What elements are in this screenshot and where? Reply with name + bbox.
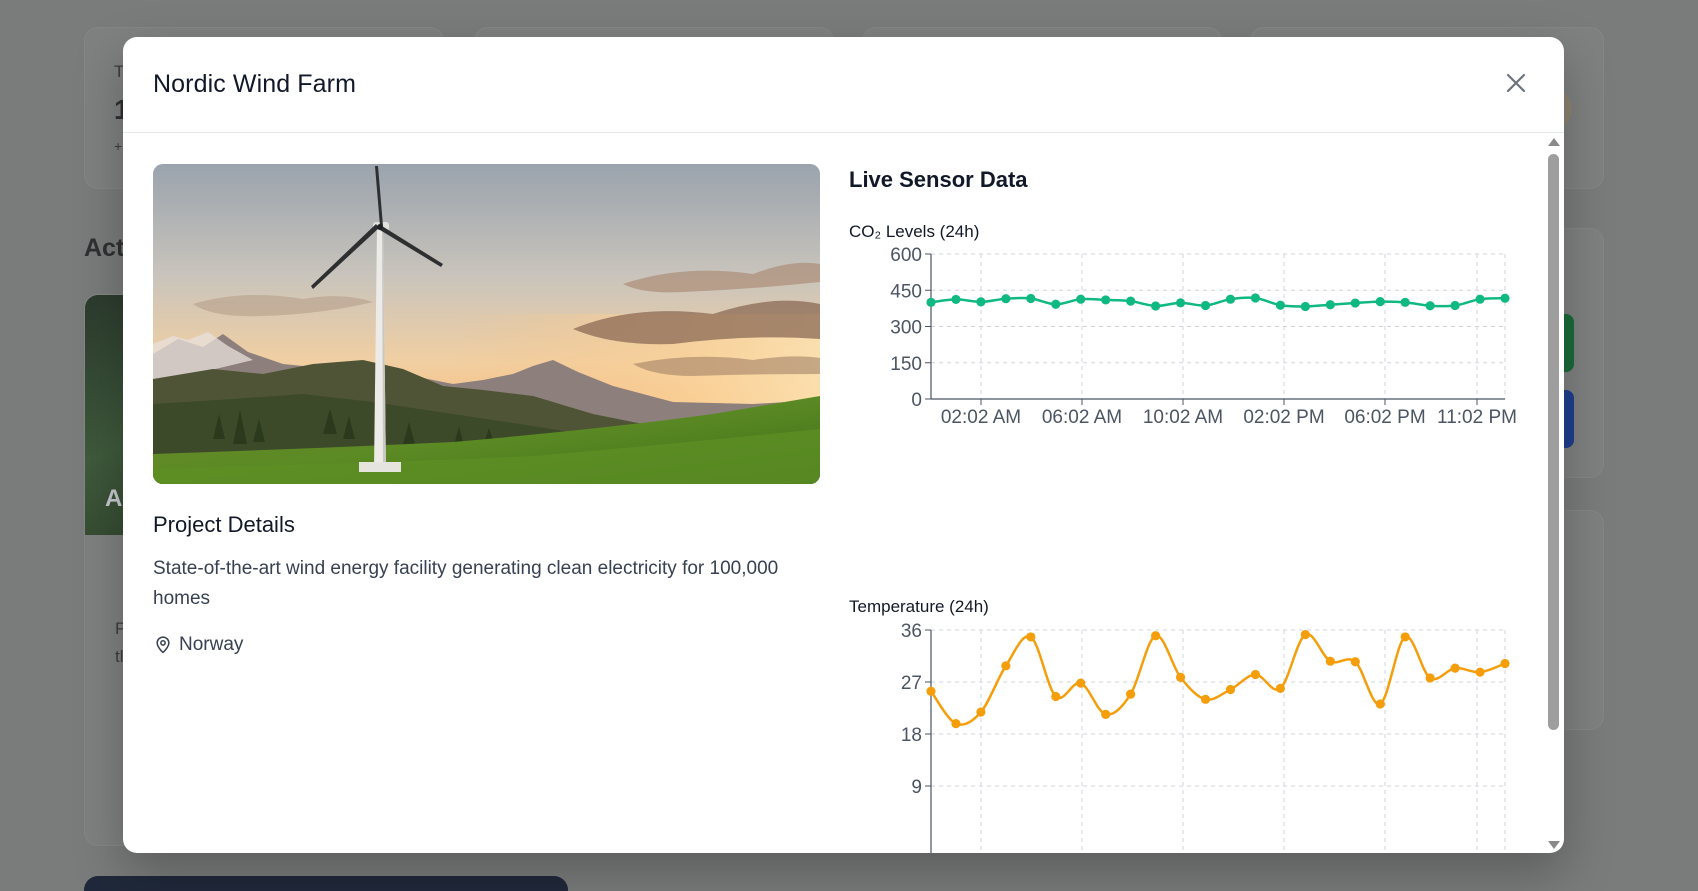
co2-data-point [1076, 294, 1086, 304]
co2-y-tick-label: 450 [890, 281, 922, 302]
scroll-down-arrow-icon[interactable] [1548, 841, 1560, 849]
temperature-chart-title: Temperature (24h) [849, 597, 989, 616]
temp-data-point [1151, 631, 1161, 641]
co2-y-tick-label: 600 [890, 245, 922, 266]
project-location: Norway [153, 634, 243, 656]
temp-y-tick-label: 9 [911, 777, 922, 798]
co2-x-tick-label: 11:02 PM [1437, 407, 1517, 428]
co2-data-point [1051, 299, 1061, 309]
co2-x-tick-label: 10:02 AM [1143, 407, 1223, 428]
project-details-title: Project Details [153, 512, 295, 537]
co2-data-point [1350, 298, 1360, 308]
co2-data-point [1200, 300, 1211, 311]
co2-data-point [1175, 298, 1186, 308]
co2-data-point [1300, 301, 1310, 312]
temp-data-point [1250, 669, 1261, 680]
temperature-chart: 9 18 27 36 [901, 621, 1510, 853]
close-icon [1506, 73, 1526, 93]
wind-turbine-landscape-image [153, 164, 820, 484]
co2-data-point [1375, 297, 1385, 307]
co2-data-point [1500, 293, 1510, 303]
temp-data-point [1500, 658, 1510, 669]
temp-data-point [1076, 678, 1086, 688]
temp-data-point [1126, 689, 1136, 699]
co2-data-point [1151, 301, 1161, 311]
co2-chart-title: CO₂ Levels (24h) [849, 222, 980, 241]
stat-card-label: T [114, 62, 125, 81]
co2-data-point [1400, 297, 1410, 307]
project-card-bottom [84, 876, 568, 891]
modal-title: Nordic Wind Farm [153, 70, 357, 98]
temp-data-point [1300, 630, 1310, 640]
co2-x-tick-label: 02:02 PM [1243, 407, 1324, 428]
temp-y-tick-label: 36 [901, 621, 922, 642]
temp-data-point [1275, 683, 1285, 693]
temp-data-point [1475, 667, 1485, 677]
co2-y-tick-label: 0 [911, 390, 922, 411]
co2-data-point [1001, 294, 1011, 304]
temp-data-point [1225, 684, 1236, 695]
co2-data-point [976, 297, 986, 307]
temp-data-point [1051, 691, 1061, 702]
temp-data-point [951, 719, 961, 729]
modal-header: Nordic Wind Farm [123, 37, 1564, 133]
co2-data-point [1026, 293, 1036, 304]
project-description: State-of-the-art wind energy facility ge… [153, 558, 779, 609]
co2-data-point [1250, 293, 1261, 303]
project-modal: Nordic Wind Farm [123, 37, 1564, 853]
temp-data-point [1350, 657, 1360, 667]
temp-data-point [976, 707, 986, 717]
co2-x-tick-label: 02:02 AM [941, 407, 1021, 428]
temp-data-point [1175, 672, 1186, 682]
co2-data-point [1101, 295, 1111, 305]
project-location-text: Norway [179, 634, 244, 655]
sensor-data-title: Live Sensor Data [849, 167, 1028, 192]
scroll-thumb[interactable] [1548, 154, 1559, 730]
temp-data-point [926, 686, 936, 696]
co2-x-tick-label: 06:02 PM [1344, 407, 1425, 428]
co2-series-line [930, 296, 1506, 308]
co2-data-point [1225, 294, 1236, 304]
map-pin-icon [156, 636, 170, 654]
project-card-text: tl [115, 647, 124, 666]
temp-data-point [1375, 699, 1385, 709]
temp-data-point [1425, 673, 1435, 683]
temp-series-line [929, 633, 1506, 726]
co2-data-point [1325, 300, 1335, 310]
temp-data-point [1101, 709, 1111, 719]
temp-data-point [1400, 632, 1410, 642]
close-button[interactable] [1502, 69, 1530, 97]
temp-data-point [1200, 694, 1211, 704]
co2-data-point [926, 297, 936, 307]
co2-data-point [951, 294, 961, 305]
co2-data-point [1475, 294, 1485, 304]
co2-data-point [1425, 301, 1435, 311]
co2-y-tick-label: 150 [890, 354, 922, 375]
co2-y-tick-label: 300 [890, 318, 922, 339]
modal-scrollbar[interactable] [1542, 134, 1564, 853]
project-image [153, 164, 820, 484]
temp-y-tick-label: 27 [901, 673, 922, 694]
temp-data-point [1026, 632, 1036, 642]
project-card-text: P [115, 619, 127, 638]
project-card-image-letter: A [105, 485, 123, 512]
co2-data-point [1275, 300, 1285, 310]
co2-x-tick-label: 06:02 AM [1042, 407, 1122, 428]
temp-data-point [1450, 663, 1460, 673]
stat-card-change: + [114, 138, 123, 154]
scroll-up-arrow-icon[interactable] [1548, 138, 1560, 146]
temp-y-tick-label: 18 [901, 725, 922, 746]
temp-data-point [1001, 661, 1011, 671]
modal-body: Project Details State-of-the-art wind en… [123, 134, 1564, 853]
co2-data-point [1126, 296, 1136, 306]
co2-chart: 0 150 300 450 600 02:02 AM 06:02 AM 10:02 AM 02:… [890, 245, 1517, 428]
temp-data-point [1325, 656, 1335, 666]
co2-data-point [1450, 300, 1460, 311]
